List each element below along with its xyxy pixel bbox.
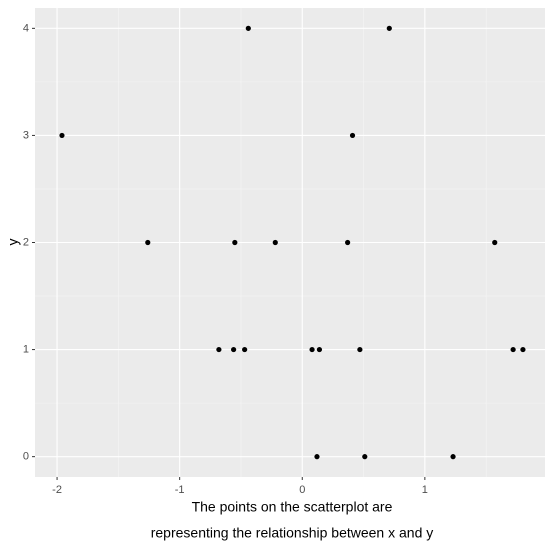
point bbox=[145, 239, 151, 246]
point bbox=[216, 346, 222, 353]
point bbox=[245, 25, 251, 31]
caption-line: The points on the scatterplot are bbox=[192, 499, 393, 515]
point bbox=[362, 454, 368, 460]
point bbox=[59, 132, 65, 139]
point bbox=[450, 454, 456, 460]
point bbox=[520, 346, 526, 353]
y-tick-label: 4 bbox=[23, 22, 29, 34]
point bbox=[316, 346, 323, 353]
point bbox=[349, 132, 356, 139]
point bbox=[492, 239, 498, 246]
point bbox=[309, 346, 315, 353]
point bbox=[232, 239, 238, 246]
caption-line: representing the relationship between x … bbox=[151, 525, 434, 541]
y-tick-label: 1 bbox=[23, 343, 29, 355]
y-tick-label: 3 bbox=[23, 129, 29, 141]
x-tick-label: 1 bbox=[422, 484, 428, 496]
point bbox=[357, 346, 363, 353]
point bbox=[386, 25, 392, 31]
x-tick-label: 0 bbox=[299, 484, 305, 496]
x-tick-label: -1 bbox=[175, 484, 185, 496]
y-axis-label: y bbox=[5, 239, 21, 246]
x-tick-label: -2 bbox=[52, 484, 62, 496]
point bbox=[242, 346, 248, 353]
y-tick-label: 0 bbox=[23, 451, 29, 463]
y-tick-label: 2 bbox=[23, 236, 29, 248]
point bbox=[272, 239, 278, 246]
point bbox=[314, 454, 320, 460]
point bbox=[231, 346, 237, 353]
point bbox=[345, 239, 351, 246]
point bbox=[510, 346, 516, 353]
